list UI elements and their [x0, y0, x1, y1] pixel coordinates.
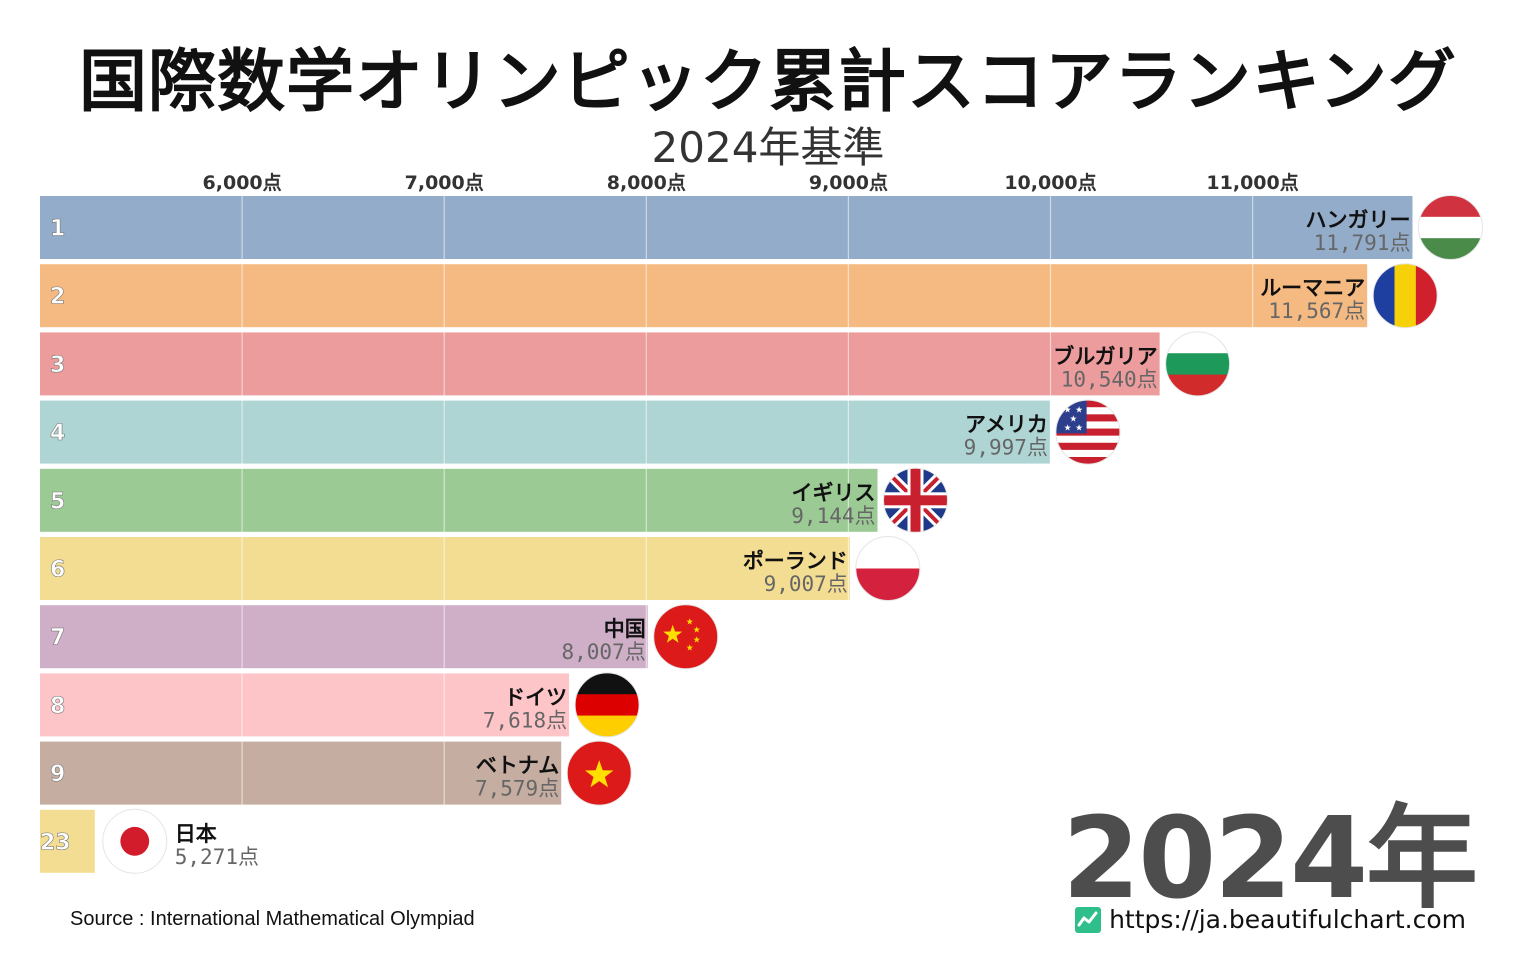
- flag-outline: [566, 740, 632, 806]
- japan-flag-icon: [102, 809, 167, 874]
- bar: [40, 809, 95, 873]
- flag-outline: [574, 672, 640, 738]
- vietnam-flag-icon: [567, 741, 632, 806]
- value-label: 10,540点: [1061, 367, 1158, 391]
- tick-label: 7,000点: [405, 172, 484, 194]
- value-label: 11,791点: [1314, 231, 1411, 255]
- rank-label: 7: [50, 626, 65, 651]
- country-name: ルーマニア: [1260, 276, 1365, 300]
- hungary-flag-icon: [1418, 195, 1483, 260]
- bar: [40, 468, 878, 532]
- value-label: 8,007点: [561, 640, 645, 664]
- flag-outline: [855, 536, 921, 601]
- value-label: 7,579点: [475, 777, 559, 801]
- site-url[interactable]: https://ja.beautifulchart.com: [1109, 905, 1466, 934]
- china-flag-icon: [653, 604, 718, 669]
- rank-label: 9: [50, 762, 65, 787]
- romania-flag-icon: [1373, 263, 1438, 328]
- usa-flag-icon: [1055, 400, 1120, 465]
- rank-label: 3: [50, 353, 65, 378]
- site-link[interactable]: https://ja.beautifulchart.com: [1075, 905, 1466, 934]
- country-name: アメリカ: [965, 413, 1048, 437]
- grid-layer: [241, 196, 1254, 874]
- rank-label: 4: [50, 421, 65, 446]
- rank-label: 6: [50, 558, 65, 583]
- bar-chart: 6,000点 7,000点 8,000点 9,000点 10,000点 11,000点 1…: [40, 172, 1483, 874]
- uk-flag-icon: [883, 468, 948, 533]
- bars-layer: [40, 196, 1413, 873]
- flag-outline: [1055, 399, 1121, 465]
- rank-label: 2: [50, 285, 65, 310]
- flags-layer: [102, 195, 1483, 874]
- country-name: ドイツ: [504, 685, 567, 709]
- bar: [40, 264, 1368, 328]
- bar: [40, 537, 850, 600]
- rank-label: 5: [50, 489, 65, 514]
- country-name: 中国: [604, 617, 646, 641]
- tick-label: 11,000点: [1206, 172, 1298, 194]
- value-label: 5,271点: [175, 845, 259, 869]
- flag-outline: [653, 604, 719, 670]
- bar: [40, 605, 648, 669]
- value-label: 9,997点: [964, 436, 1048, 460]
- chart-line-icon: [1075, 906, 1102, 933]
- source-note: Source : International Mathematical Olym…: [70, 908, 475, 930]
- bar: [40, 196, 1413, 259]
- bar: [40, 673, 570, 737]
- value-label: 9,144点: [791, 504, 875, 528]
- country-name: イギリス: [792, 481, 876, 505]
- tick-label: 9,000点: [809, 172, 888, 194]
- country-name: ポーランド: [743, 549, 848, 573]
- value-label: 7,618点: [483, 708, 567, 732]
- tick-label: 6,000点: [203, 172, 282, 194]
- chart-title: 国際数学オリンピック累計スコアランキング: [79, 43, 1457, 122]
- rank-label: 8: [50, 694, 65, 719]
- tick-label: 10,000点: [1004, 172, 1096, 194]
- year-indicator: 2024年: [1062, 794, 1478, 924]
- country-name: 日本: [175, 822, 217, 846]
- flag-outline: [102, 808, 168, 874]
- germany-flag-icon: [575, 672, 640, 737]
- bar: [40, 400, 1050, 464]
- country-name: ハンガリー: [1305, 208, 1410, 232]
- chart-subtitle: 2024年基準: [651, 123, 885, 172]
- flag-outline: [1417, 195, 1483, 260]
- flag-outline: [1372, 263, 1438, 329]
- flag-outline: [1165, 331, 1231, 397]
- value-label: 9,007点: [764, 572, 848, 596]
- bulgaria-flag-icon: [1165, 331, 1230, 396]
- tick-label: 8,000点: [607, 172, 686, 194]
- country-name: ベトナム: [476, 754, 559, 778]
- bar: [40, 741, 562, 805]
- rank-label: 1: [50, 217, 65, 242]
- bar: [40, 332, 1160, 396]
- flag-outline: [883, 467, 949, 533]
- rank-label: 23: [40, 830, 71, 855]
- value-label: 11,567点: [1268, 299, 1365, 323]
- tick-labels: 6,000点 7,000点 8,000点 9,000点 10,000点 11,000点: [203, 172, 1299, 194]
- country-name: ブルガリア: [1053, 344, 1157, 368]
